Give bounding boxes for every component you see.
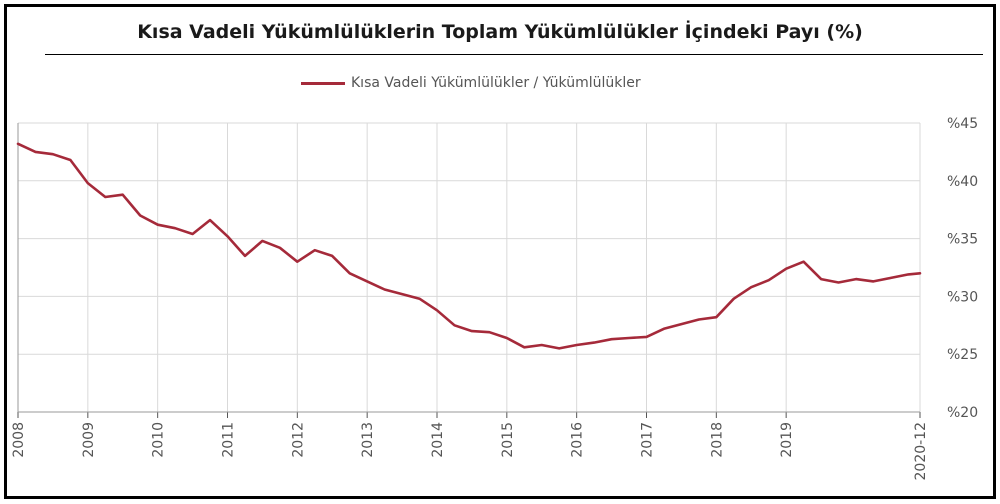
chart-title: Kısa Vadeli Yükümlülüklerin Toplam Yüküm… [137, 21, 863, 43]
x-tick-label: 2019 [779, 422, 795, 458]
x-tick-label: 2008 [11, 422, 27, 458]
x-tick-label: 2012 [290, 422, 306, 458]
legend-swatch [301, 81, 345, 85]
line-chart: %20 %25 %30 %35 %40 %45 2008 2009 2010 2011 2012 20… [11, 116, 978, 481]
title-divider [45, 54, 983, 55]
x-tick-label: 2014 [430, 422, 446, 458]
x-tick-label: 2013 [360, 422, 376, 458]
series-line [16, 142, 922, 350]
y-tick-label: %40 [947, 174, 978, 190]
x-tick-label: 2016 [570, 422, 586, 458]
x-tick-label: 2011 [220, 422, 236, 458]
y-tick-label: %35 [947, 232, 978, 248]
x-tick-label: 2015 [500, 422, 516, 458]
x-tick-label: 2020-12 [913, 422, 929, 481]
chart-frame: Kısa Vadeli Yükümlülüklerin Toplam Yüküm… [4, 4, 996, 499]
x-tick-label: 2018 [709, 422, 725, 458]
y-tick-label: %30 [947, 289, 978, 305]
x-tick-label: 2009 [81, 422, 97, 458]
x-tick-label: 2017 [639, 422, 655, 458]
x-tick-label: 2010 [151, 422, 167, 458]
y-tick-label: %45 [947, 116, 978, 132]
legend: Kısa Vadeli Yükümlülükler / Yükümlülükle… [301, 73, 641, 93]
y-tick-label: %20 [947, 405, 978, 421]
legend-label: Kısa Vadeli Yükümlülükler / Yükümlülükle… [351, 75, 641, 91]
y-tick-label: %25 [947, 347, 978, 363]
